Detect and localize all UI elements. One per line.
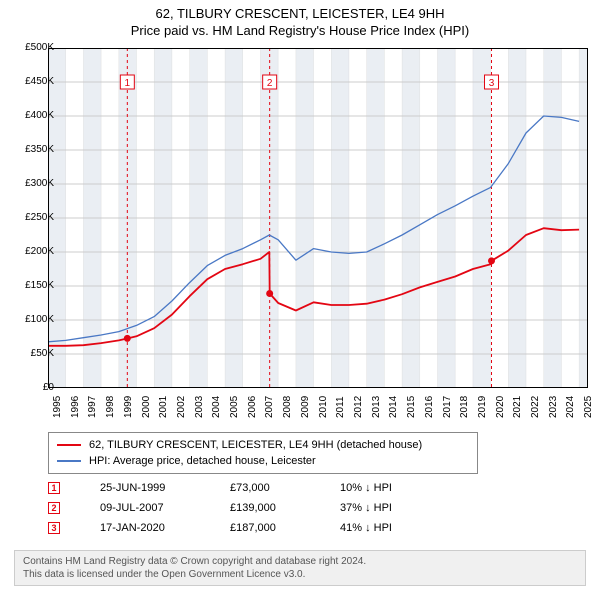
x-tick-label: 2022: [530, 396, 541, 418]
x-tick-label: 2011: [335, 396, 346, 418]
x-tick-label: 1995: [52, 396, 63, 418]
x-tick-label: 2009: [300, 396, 311, 418]
x-tick-label: 2006: [247, 396, 258, 418]
x-tick-label: 1997: [87, 396, 98, 418]
svg-text:3: 3: [489, 78, 495, 89]
footer-line1: Contains HM Land Registry data © Crown c…: [23, 555, 577, 568]
sales-date: 25-JUN-1999: [100, 482, 190, 494]
x-tick-label: 1998: [105, 396, 116, 418]
x-tick-label: 2002: [176, 396, 187, 418]
y-tick-label: £150K: [8, 280, 54, 291]
sales-table: 1 25-JUN-1999 £73,000 10% ↓ HPI 2 09-JUL-2007…: [48, 478, 430, 538]
y-tick-label: £200K: [8, 246, 54, 257]
x-tick-label: 2007: [264, 396, 275, 418]
sales-diff: 37% ↓ HPI: [340, 502, 430, 514]
legend: 62, TILBURY CRESCENT, LEICESTER, LE4 9HH…: [48, 432, 478, 474]
sales-row: 3 17-JAN-2020 £187,000 41% ↓ HPI: [48, 518, 430, 538]
x-tick-label: 2001: [158, 396, 169, 418]
sales-row: 1 25-JUN-1999 £73,000 10% ↓ HPI: [48, 478, 430, 498]
y-tick-label: £450K: [8, 76, 54, 87]
legend-item: 62, TILBURY CRESCENT, LEICESTER, LE4 9HH…: [57, 437, 469, 453]
sales-marker: 3: [48, 522, 60, 534]
sales-row: 2 09-JUL-2007 £139,000 37% ↓ HPI: [48, 498, 430, 518]
x-tick-label: 2021: [512, 396, 523, 418]
chart-area: 1 2 3: [48, 48, 588, 388]
legend-item: HPI: Average price, detached house, Leic…: [57, 453, 469, 469]
x-tick-label: 2019: [477, 396, 488, 418]
x-tick-label: 2020: [495, 396, 506, 418]
page-container: 62, TILBURY CRESCENT, LEICESTER, LE4 9HH…: [0, 0, 600, 590]
sales-date: 09-JUL-2007: [100, 502, 190, 514]
svg-text:1: 1: [125, 78, 131, 89]
x-tick-label: 2005: [229, 396, 240, 418]
legend-label: 62, TILBURY CRESCENT, LEICESTER, LE4 9HH…: [89, 437, 422, 453]
sales-marker: 1: [48, 482, 60, 494]
y-tick-label: £350K: [8, 144, 54, 155]
x-tick-label: 2010: [318, 396, 329, 418]
sales-diff: 10% ↓ HPI: [340, 482, 430, 494]
y-tick-label: £50K: [8, 348, 54, 359]
title-subtitle: Price paid vs. HM Land Registry's House …: [0, 23, 600, 38]
x-tick-label: 2000: [141, 396, 152, 418]
x-tick-label: 2008: [282, 396, 293, 418]
sales-marker: 2: [48, 502, 60, 514]
y-tick-label: £300K: [8, 178, 54, 189]
x-tick-label: 2015: [406, 396, 417, 418]
x-tick-label: 2013: [371, 396, 382, 418]
sales-price: £139,000: [230, 502, 300, 514]
chart-svg: 1 2 3: [48, 48, 588, 388]
y-tick-label: £500K: [8, 42, 54, 53]
x-tick-label: 2025: [583, 396, 594, 418]
sales-diff: 41% ↓ HPI: [340, 522, 430, 534]
title-address: 62, TILBURY CRESCENT, LEICESTER, LE4 9HH: [0, 6, 600, 21]
y-tick-label: £100K: [8, 314, 54, 325]
x-tick-label: 2018: [459, 396, 470, 418]
x-tick-label: 2016: [424, 396, 435, 418]
x-tick-label: 2024: [565, 396, 576, 418]
x-tick-label: 2017: [442, 396, 453, 418]
legend-swatch: [57, 460, 81, 462]
sales-price: £73,000: [230, 482, 300, 494]
x-tick-label: 1996: [70, 396, 81, 418]
chart-title: 62, TILBURY CRESCENT, LEICESTER, LE4 9HH…: [0, 0, 600, 38]
x-tick-label: 2014: [388, 396, 399, 418]
footer-line2: This data is licensed under the Open Gov…: [23, 568, 577, 581]
legend-label: HPI: Average price, detached house, Leic…: [89, 453, 316, 469]
x-tick-label: 2023: [548, 396, 559, 418]
x-tick-label: 2004: [211, 396, 222, 418]
x-tick-label: 2012: [353, 396, 364, 418]
sales-date: 17-JAN-2020: [100, 522, 190, 534]
sales-price: £187,000: [230, 522, 300, 534]
footer-attribution: Contains HM Land Registry data © Crown c…: [14, 550, 586, 586]
svg-text:2: 2: [267, 78, 273, 89]
legend-swatch: [57, 444, 81, 446]
y-tick-label: £250K: [8, 212, 54, 223]
y-tick-label: £0: [8, 382, 54, 393]
y-tick-label: £400K: [8, 110, 54, 121]
x-tick-label: 2003: [194, 396, 205, 418]
x-tick-label: 1999: [123, 396, 134, 418]
